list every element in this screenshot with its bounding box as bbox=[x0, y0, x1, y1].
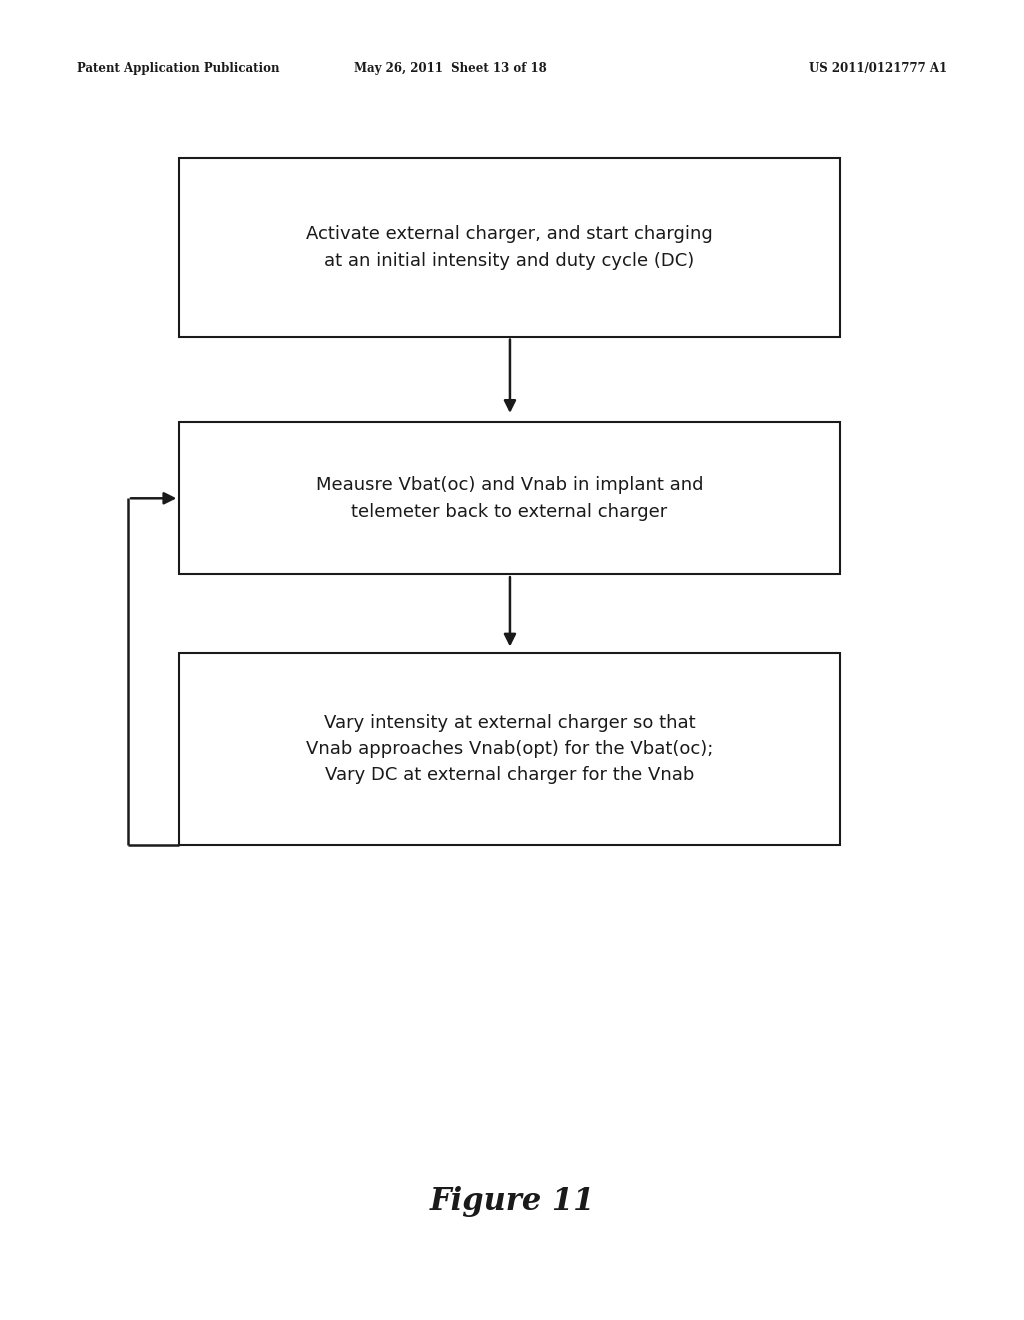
Text: Patent Application Publication: Patent Application Publication bbox=[77, 62, 280, 75]
FancyBboxPatch shape bbox=[179, 653, 840, 845]
Text: US 2011/0121777 A1: US 2011/0121777 A1 bbox=[809, 62, 947, 75]
Text: Activate external charger, and start charging
at an initial intensity and duty c: Activate external charger, and start cha… bbox=[306, 226, 713, 269]
Text: Figure 11: Figure 11 bbox=[429, 1185, 595, 1217]
FancyBboxPatch shape bbox=[179, 158, 840, 337]
FancyBboxPatch shape bbox=[179, 422, 840, 574]
Text: Vary intensity at external charger so that
Vnab approaches Vnab(opt) for the Vba: Vary intensity at external charger so th… bbox=[306, 714, 713, 784]
Text: Meausre Vbat(oc) and Vnab in implant and
telemeter back to external charger: Meausre Vbat(oc) and Vnab in implant and… bbox=[315, 477, 703, 520]
Text: May 26, 2011  Sheet 13 of 18: May 26, 2011 Sheet 13 of 18 bbox=[354, 62, 547, 75]
